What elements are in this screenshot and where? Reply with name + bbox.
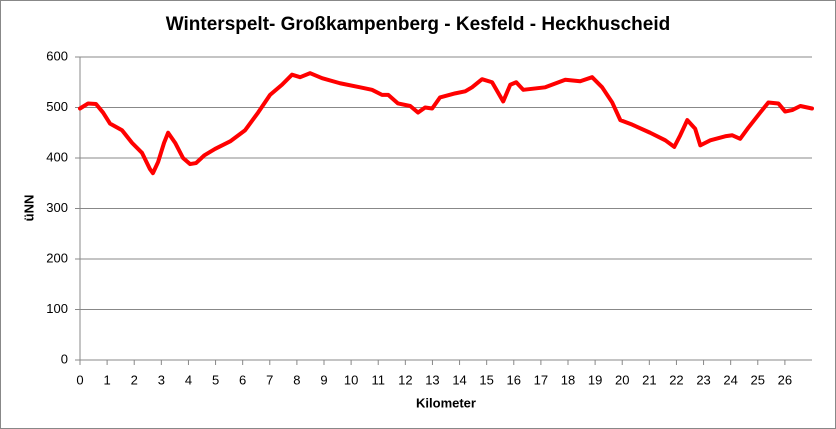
- x-tick-label: 14: [452, 372, 466, 387]
- x-tick-label: 10: [344, 372, 358, 387]
- x-tick-label: 9: [320, 372, 327, 387]
- x-tick-label: 7: [266, 372, 273, 387]
- x-tick-label: 1: [103, 372, 110, 387]
- x-tick-label: 18: [561, 372, 575, 387]
- x-tick-label: 15: [479, 372, 493, 387]
- y-tick-label: 400: [46, 149, 68, 164]
- x-axis-label: Kilometer: [416, 395, 476, 410]
- x-tick-label: 2: [131, 372, 138, 387]
- y-axis-label: üNN: [21, 195, 36, 222]
- x-tick-label: 19: [588, 372, 602, 387]
- x-tick-label: 5: [212, 372, 219, 387]
- x-tick-label: 8: [293, 372, 300, 387]
- x-tick-label: 4: [185, 372, 192, 387]
- x-tick-label: 16: [507, 372, 521, 387]
- y-tick-label: 500: [46, 99, 68, 114]
- y-tick-label: 100: [46, 301, 68, 316]
- y-tick-label: 0: [61, 351, 68, 366]
- x-tick-label: 13: [425, 372, 439, 387]
- x-tick-label: 23: [696, 372, 710, 387]
- y-tick-label: 200: [46, 250, 68, 265]
- x-tick-label: 21: [642, 372, 656, 387]
- x-tick-label: 26: [778, 372, 792, 387]
- x-tick-label: 17: [534, 372, 548, 387]
- x-tick-label: 12: [398, 372, 412, 387]
- x-tick-label: 6: [239, 372, 246, 387]
- y-tick-label: 600: [46, 48, 68, 63]
- chart-title: Winterspelt- Großkampenberg - Kesfeld - …: [166, 14, 670, 35]
- line-series: [78, 71, 814, 176]
- x-tick-label: 0: [76, 372, 83, 387]
- x-tick-label: 11: [371, 372, 385, 387]
- x-tick-label: 25: [751, 372, 765, 387]
- x-tick-label: 24: [723, 372, 737, 387]
- y-tick-label: 300: [46, 200, 68, 215]
- x-tick-label: 20: [615, 372, 629, 387]
- x-tick-label: 3: [158, 372, 165, 387]
- x-tick-label: 22: [669, 372, 683, 387]
